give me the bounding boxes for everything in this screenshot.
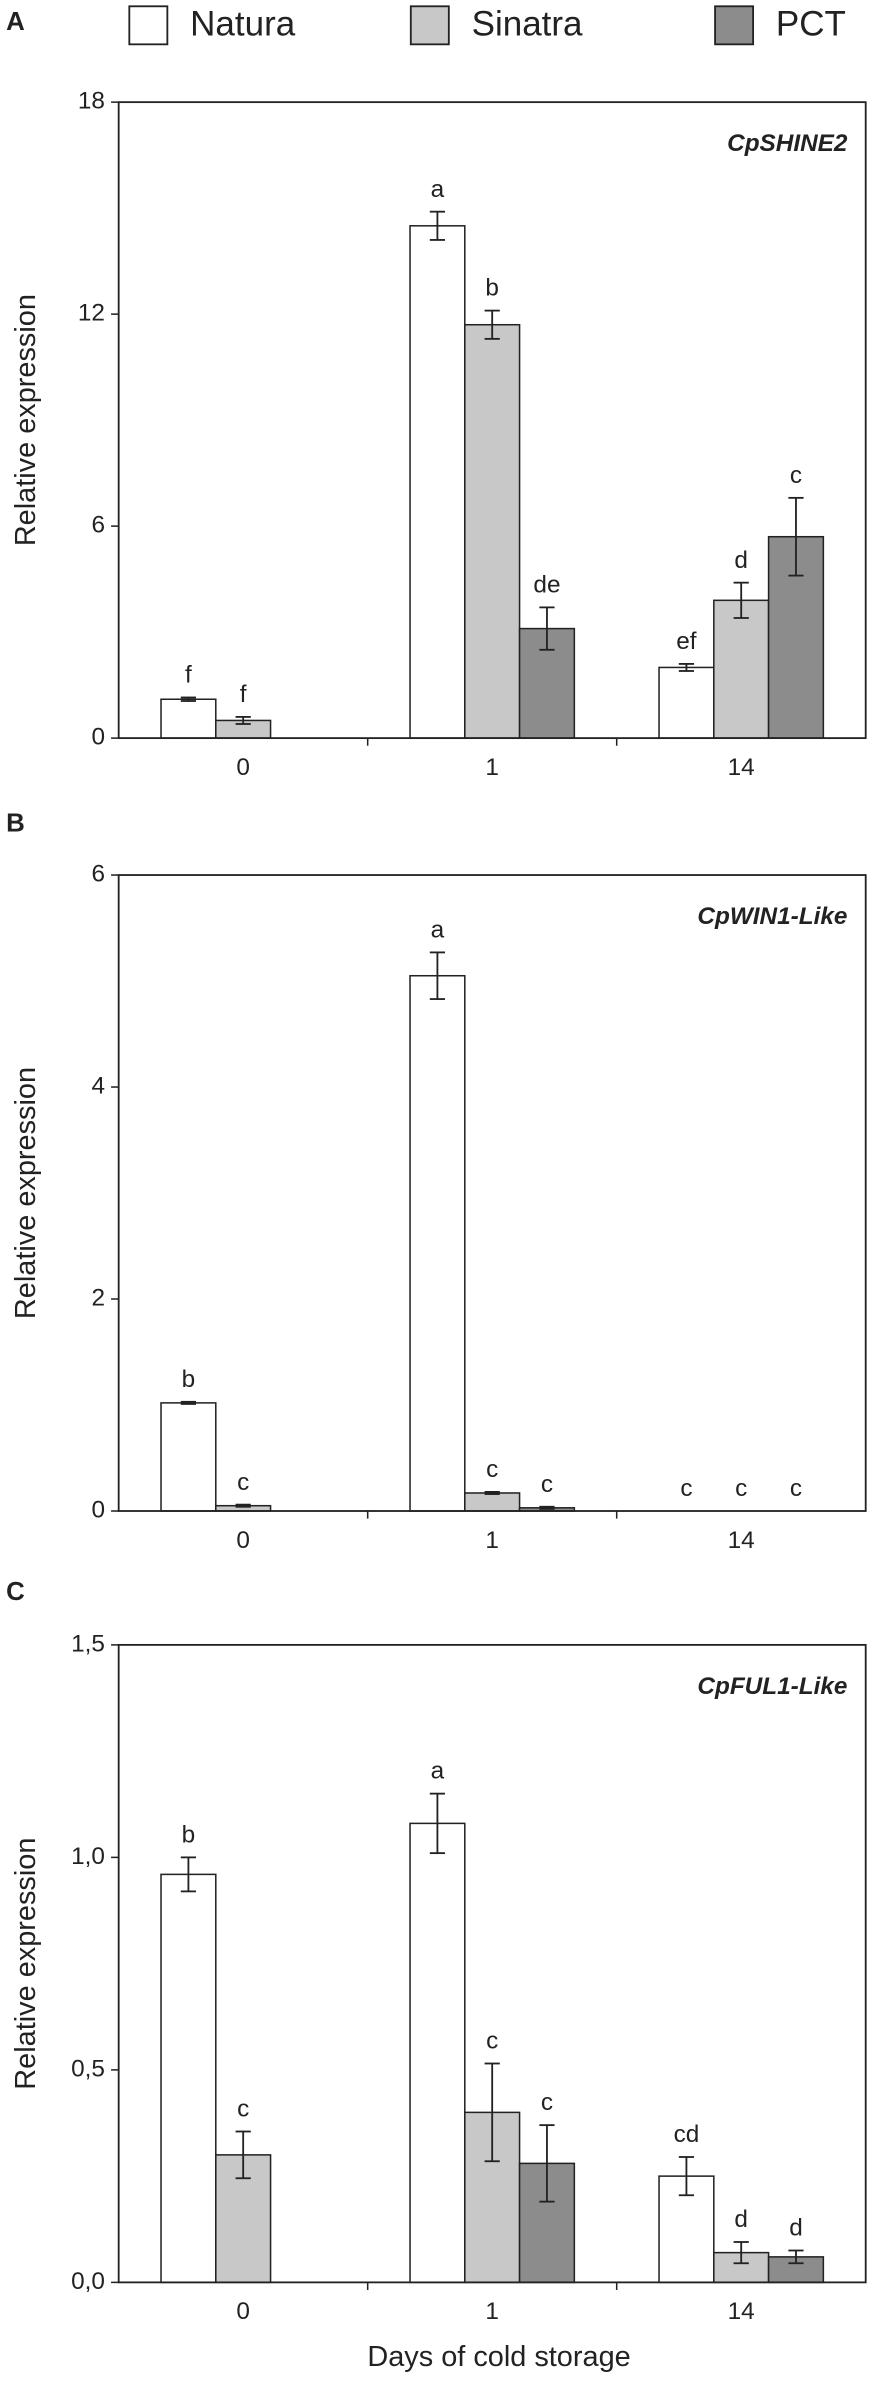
legend-swatch	[714, 5, 755, 46]
bar	[409, 225, 466, 739]
significance-letter: c	[790, 1475, 802, 1502]
x-tick-label: 1	[485, 754, 499, 781]
legend-swatch	[128, 5, 169, 46]
significance-letter: a	[431, 1758, 445, 1785]
y-tick-label: 0,5	[71, 2055, 105, 2082]
significance-letter: d	[734, 547, 748, 574]
plot-frame	[117, 874, 867, 1512]
significance-letter: a	[431, 917, 445, 944]
significance-letter: c	[486, 1456, 498, 1483]
significance-letter: b	[182, 1822, 196, 1849]
legend-label: PCT	[776, 4, 846, 43]
significance-letter: f	[185, 662, 192, 689]
y-tick-label: 6	[91, 512, 105, 539]
significance-letter: ef	[676, 628, 697, 655]
bar	[160, 1402, 217, 1512]
gene-label: CpSHINE2	[727, 130, 848, 157]
legend-label: Sinatra	[472, 4, 583, 43]
panel-label: A	[6, 8, 25, 36]
x-tick-label: 1	[485, 1527, 499, 1554]
y-tick-label: 0	[91, 724, 105, 751]
y-tick-label: 1,0	[71, 1843, 105, 1870]
gene-label: CpFUL1-Like	[697, 1673, 847, 1700]
bar	[409, 1822, 466, 2284]
significance-letter: c	[680, 1475, 692, 1502]
plot-frame	[117, 101, 867, 740]
y-tick-label: 12	[78, 300, 105, 327]
bar	[658, 666, 715, 739]
significance-letter: a	[431, 176, 445, 203]
significance-letter: de	[533, 572, 560, 599]
x-tick-label: 0	[236, 2298, 250, 2325]
significance-letter: c	[237, 2096, 249, 2123]
significance-letter: f	[240, 681, 247, 708]
x-tick-label: 0	[236, 1527, 250, 1554]
bar	[160, 698, 217, 739]
x-tick-label: 14	[728, 754, 755, 781]
y-tick-label: 4	[91, 1072, 105, 1099]
x-tick-label: 14	[728, 2298, 755, 2325]
significance-letter: c	[541, 1471, 553, 1498]
legend-swatch	[409, 5, 450, 46]
bar	[713, 599, 770, 739]
significance-letter: d	[789, 2215, 803, 2242]
y-tick-label: 6	[91, 860, 105, 887]
y-tick-label: 1,5	[71, 1630, 105, 1657]
significance-letter: c	[790, 462, 802, 489]
x-tick-label: 14	[728, 1527, 755, 1554]
significance-letter: c	[541, 2089, 553, 2116]
significance-letter: d	[734, 2206, 748, 2233]
y-tick-label: 0,0	[71, 2268, 105, 2295]
significance-letter: c	[486, 2028, 498, 2055]
y-tick-label: 18	[78, 88, 105, 115]
y-tick-label: 0	[91, 1496, 105, 1523]
legend-label: Natura	[190, 4, 296, 43]
y-axis-title: Relative expression	[10, 1838, 42, 2090]
significance-letter: c	[237, 1469, 249, 1496]
significance-letter: b	[182, 1366, 196, 1393]
y-axis-title: Relative expression	[10, 294, 42, 546]
y-axis-title: Relative expression	[10, 1067, 42, 1319]
x-tick-label: 0	[236, 754, 250, 781]
panel-label: B	[6, 810, 25, 838]
significance-letter: cd	[674, 2121, 700, 2148]
panel-label: C	[6, 1578, 25, 1606]
y-tick-label: 2	[91, 1284, 105, 1311]
x-axis-title: Days of cold storage	[367, 2341, 630, 2373]
significance-letter: b	[485, 275, 499, 302]
x-tick-label: 1	[485, 2298, 499, 2325]
significance-letter: c	[735, 1475, 747, 1502]
gene-label: CpWIN1-Like	[697, 903, 847, 930]
bar	[160, 1873, 217, 2284]
bar	[464, 1492, 521, 1512]
bar	[409, 974, 466, 1512]
plot-frame	[117, 1643, 867, 2284]
bar	[464, 323, 521, 739]
